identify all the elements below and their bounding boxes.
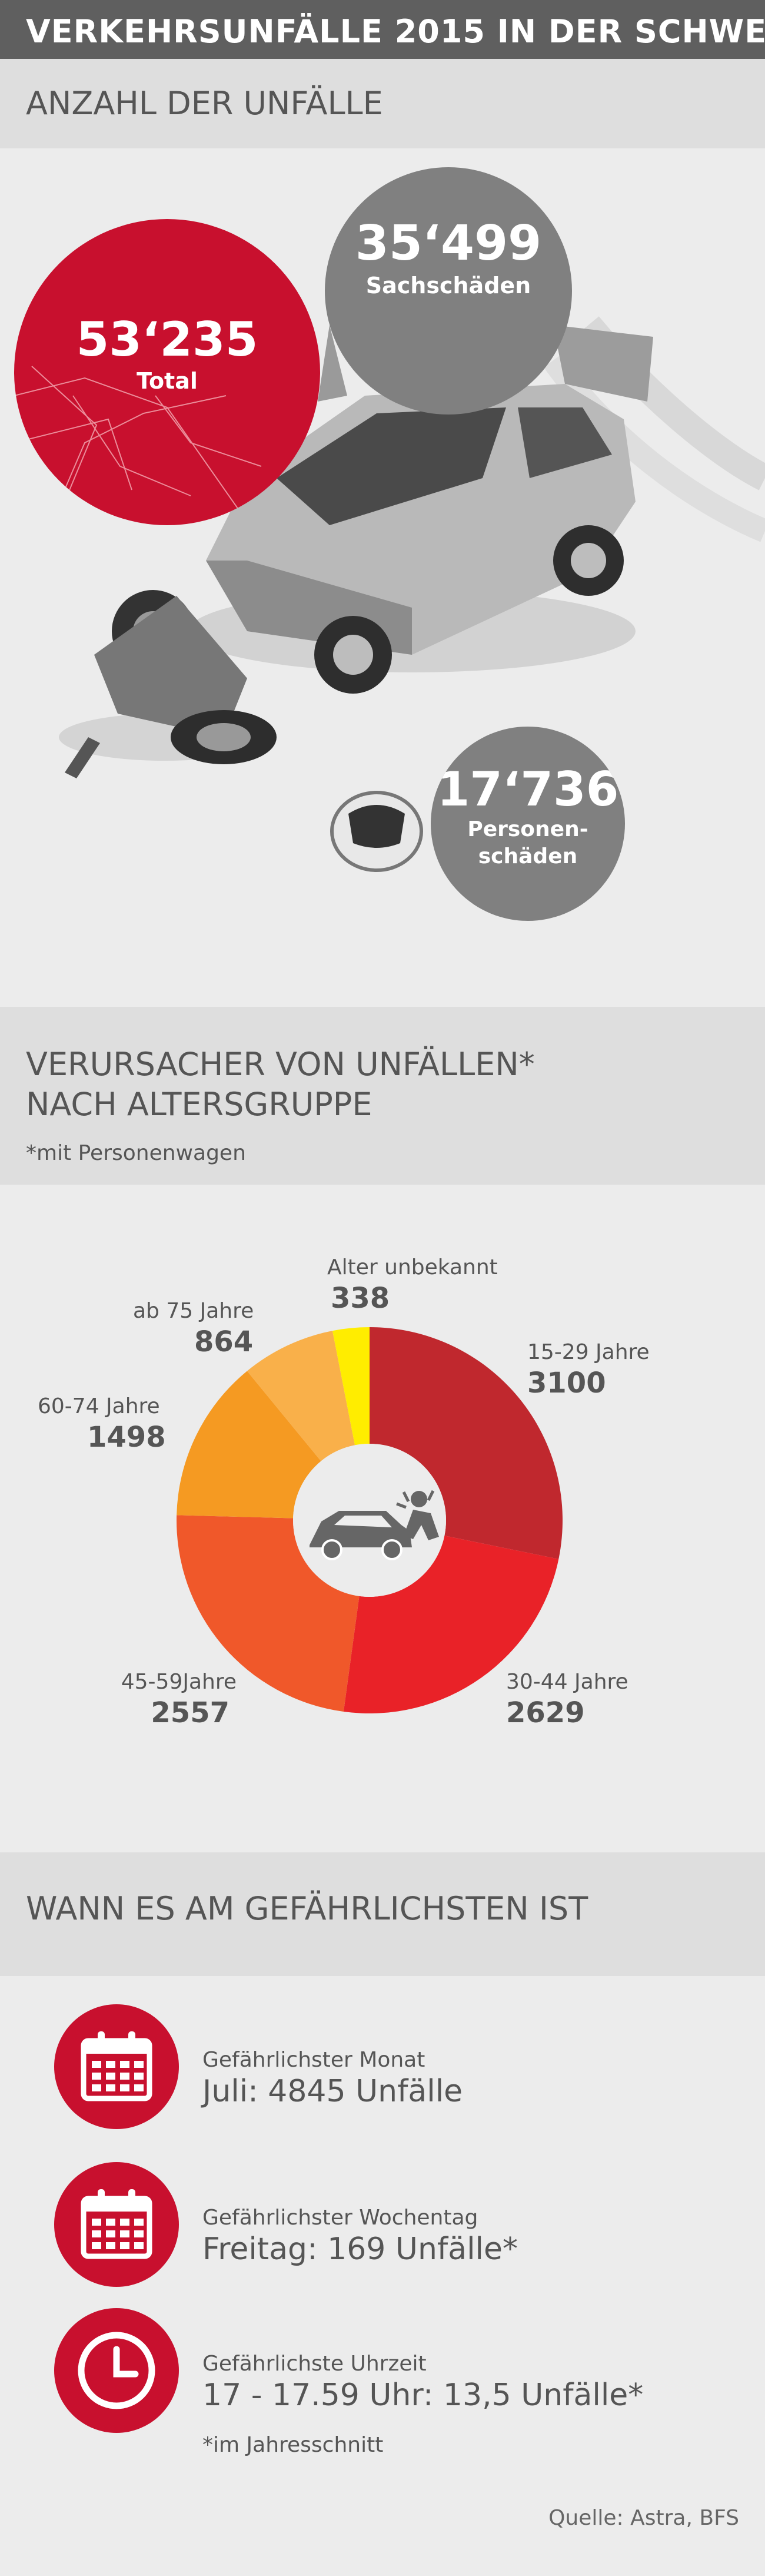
total-circle: 53‘235 Total bbox=[14, 219, 320, 525]
stat-weekday: Gefährlichster Wochentag Freitag: 169 Un… bbox=[54, 2162, 731, 2292]
slice-value-15-29: 3100 bbox=[527, 1367, 606, 1400]
slice-value-75plus: 864 bbox=[194, 1325, 254, 1358]
calendar-icon bbox=[81, 2189, 152, 2259]
personal-injury-value: 17‘736 bbox=[437, 762, 619, 817]
age-header: VERURSACHER VON UNFÄLLEN* NACH ALTERSGRU… bbox=[0, 1007, 765, 1185]
accidents-heading: ANZAHL DER UNFÄLLE bbox=[26, 85, 383, 122]
donut-slice-15-29 bbox=[370, 1327, 563, 1559]
source-note: Quelle: Astra, BFS bbox=[548, 2506, 739, 2530]
slice-category-unknown: Alter unbekannt bbox=[327, 1255, 498, 1279]
slice-category-45-59: 45-59Jahre bbox=[121, 1670, 237, 1694]
slice-value-unknown: 338 bbox=[331, 1282, 390, 1315]
month-value: Juli: 4845 Unfälle bbox=[202, 2074, 463, 2109]
shattered-glass-icon bbox=[14, 366, 262, 525]
weekday-icon-circle bbox=[54, 2162, 179, 2287]
accidents-area: 53‘235 Total 35‘499 Sachschäden 17‘736 P… bbox=[0, 148, 765, 1007]
slice-category-75plus: ab 75 Jahre bbox=[133, 1299, 254, 1323]
slice-label-45-59: 45-59Jahre 2557 bbox=[101, 1669, 237, 1730]
age-heading-line1: VERURSACHER VON UNFÄLLEN* bbox=[26, 1046, 535, 1083]
slice-label-60-74: 60-74 Jahre 1498 bbox=[38, 1393, 166, 1454]
slice-category-60-74: 60-74 Jahre bbox=[38, 1394, 160, 1418]
time-icon-circle bbox=[54, 2308, 179, 2433]
clock-icon bbox=[78, 2332, 155, 2409]
age-donut-chart bbox=[176, 1327, 563, 1713]
stat-time: Gefährlichste Uhrzeit 17 - 17.59 Uhr: 13… bbox=[54, 2308, 731, 2438]
stat-month: Gefährlichster Monat Juli: 4845 Unfälle bbox=[54, 2004, 731, 2134]
time-caption: Gefährlichste Uhrzeit bbox=[202, 2352, 427, 2376]
weekday-caption: Gefährlichster Wochentag bbox=[202, 2206, 478, 2230]
personal-injury-label: Personen- schäden bbox=[467, 817, 588, 868]
helmet-illustration bbox=[330, 791, 423, 872]
age-note: *mit Personenwagen bbox=[26, 1141, 246, 1165]
slice-label-unknown: Alter unbekannt 338 bbox=[327, 1254, 498, 1315]
page-title: VERKEHRSUNFÄLLE 2015 IN DER SCHWEIZ bbox=[26, 13, 765, 50]
slice-label-30-44: 30-44 Jahre 2629 bbox=[506, 1669, 628, 1730]
danger-header: WANN ES AM GEFÄHRLICHSTEN IST bbox=[0, 1852, 765, 1976]
donut-slice-60-74 bbox=[177, 1371, 321, 1519]
slice-label-75plus: ab 75 Jahre 864 bbox=[133, 1298, 254, 1359]
time-value: 17 - 17.59 Uhr: 13,5 Unfälle* bbox=[202, 2378, 644, 2413]
slice-category-30-44: 30-44 Jahre bbox=[506, 1670, 628, 1694]
age-chart-area: 15-29 Jahre 3100 30-44 Jahre 2629 45-59J… bbox=[0, 1185, 765, 1852]
personal-injury-circle: 17‘736 Personen- schäden bbox=[431, 727, 625, 921]
property-damage-value: 35‘499 bbox=[355, 216, 542, 271]
age-heading-line2: NACH ALTERSGRUPPE bbox=[26, 1086, 372, 1123]
donut-slice-75plus bbox=[247, 1331, 355, 1461]
weekday-value: Freitag: 169 Unfälle* bbox=[202, 2232, 518, 2267]
slice-value-45-59: 2557 bbox=[151, 1696, 230, 1729]
slice-category-15-29: 15-29 Jahre bbox=[527, 1340, 650, 1364]
property-damage-label: Sachschäden bbox=[365, 273, 531, 299]
month-caption: Gefährlichster Monat bbox=[202, 2048, 425, 2072]
danger-heading: WANN ES AM GEFÄHRLICHSTEN IST bbox=[26, 1890, 588, 1927]
danger-footnote: *im Jahresschnitt bbox=[202, 2433, 384, 2457]
car-crash-icon bbox=[310, 1490, 439, 1560]
donut-slice-45-59 bbox=[176, 1515, 360, 1712]
motorcycle-illustration bbox=[59, 590, 277, 778]
donut-slice-unknown bbox=[332, 1327, 370, 1446]
total-label: Total bbox=[137, 368, 198, 394]
donut-slice-30-44 bbox=[343, 1536, 559, 1713]
accidents-header: ANZAHL DER UNFÄLLE bbox=[0, 59, 765, 148]
property-damage-circle: 35‘499 Sachschäden bbox=[325, 167, 572, 415]
title-bar: VERKEHRSUNFÄLLE 2015 IN DER SCHWEIZ bbox=[0, 0, 765, 59]
month-icon-circle bbox=[54, 2004, 179, 2129]
car-illustration bbox=[188, 325, 653, 694]
slice-label-15-29: 15-29 Jahre 3100 bbox=[527, 1339, 650, 1400]
slice-value-60-74: 1498 bbox=[87, 1421, 166, 1454]
total-value: 53‘235 bbox=[76, 312, 258, 367]
slice-value-30-44: 2629 bbox=[506, 1696, 585, 1729]
calendar-icon bbox=[81, 2031, 152, 2101]
